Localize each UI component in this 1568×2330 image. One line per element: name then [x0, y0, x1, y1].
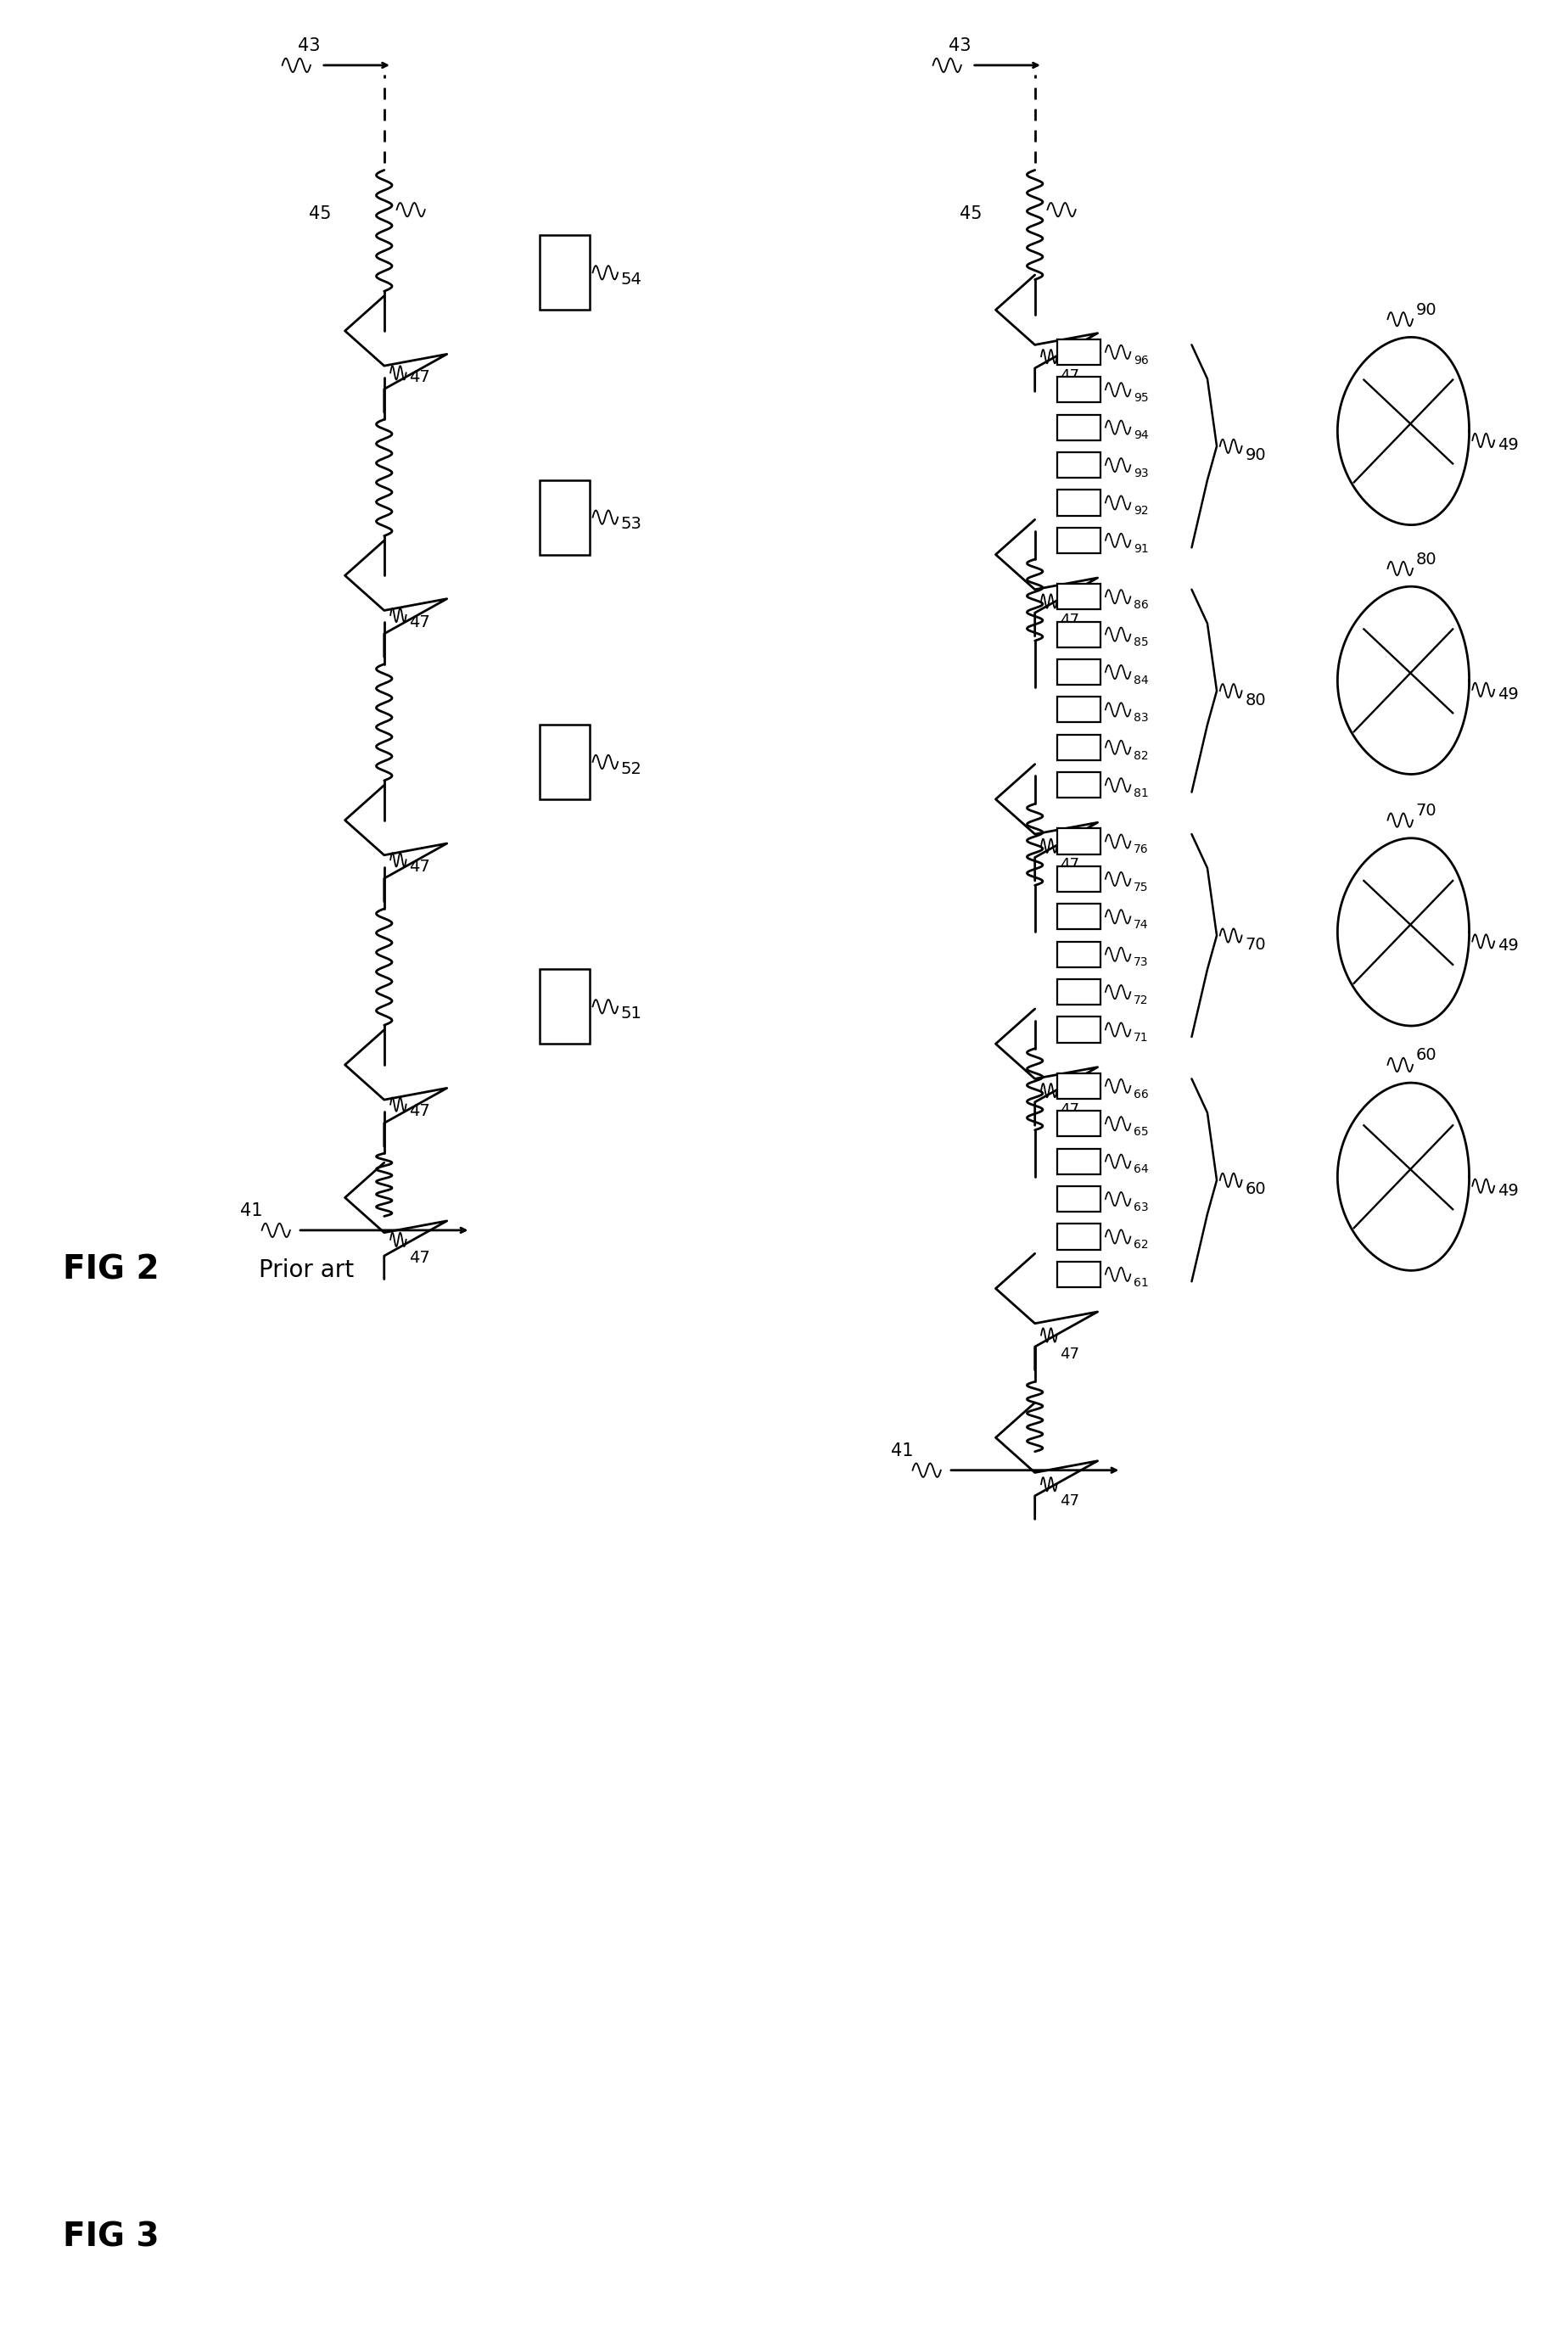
Bar — [1057, 527, 1101, 552]
Text: 47: 47 — [409, 1104, 430, 1118]
Text: 75: 75 — [1134, 881, 1148, 892]
Text: 47: 47 — [1060, 368, 1079, 382]
Text: 81: 81 — [1134, 788, 1149, 799]
Text: 53: 53 — [621, 517, 641, 531]
Text: 93: 93 — [1134, 468, 1149, 480]
Bar — [1057, 415, 1101, 440]
Text: 47: 47 — [1060, 857, 1079, 871]
Text: 51: 51 — [621, 1007, 641, 1021]
Bar — [1057, 771, 1101, 797]
Bar — [539, 480, 590, 555]
Bar — [1057, 1016, 1101, 1042]
Text: 47: 47 — [409, 860, 430, 874]
Text: 43: 43 — [298, 37, 320, 54]
Text: 74: 74 — [1134, 918, 1148, 932]
Text: 80: 80 — [1245, 692, 1265, 708]
Text: FIG 2: FIG 2 — [63, 1254, 158, 1286]
Text: 66: 66 — [1134, 1088, 1149, 1100]
Text: 70: 70 — [1245, 937, 1265, 953]
Bar — [1057, 377, 1101, 403]
Text: 63: 63 — [1134, 1202, 1149, 1214]
Text: 45: 45 — [309, 205, 331, 221]
Text: FIG 3: FIG 3 — [63, 2220, 158, 2253]
Bar — [1057, 585, 1101, 610]
Bar — [1057, 1186, 1101, 1212]
Bar — [539, 725, 590, 799]
Text: 49: 49 — [1497, 687, 1518, 701]
Bar — [1057, 697, 1101, 722]
Bar — [1057, 1111, 1101, 1137]
Bar — [1057, 340, 1101, 366]
Text: 71: 71 — [1134, 1032, 1149, 1044]
Text: 47: 47 — [1060, 613, 1079, 627]
Text: 72: 72 — [1134, 995, 1148, 1007]
Text: 91: 91 — [1134, 543, 1149, 555]
Text: 41: 41 — [240, 1202, 262, 1219]
Text: 90: 90 — [1245, 447, 1265, 464]
Text: 80: 80 — [1416, 552, 1436, 566]
Text: 96: 96 — [1134, 354, 1149, 366]
Text: 84: 84 — [1134, 673, 1149, 687]
Text: 47: 47 — [409, 615, 430, 629]
Text: 62: 62 — [1134, 1240, 1149, 1251]
Bar — [1057, 489, 1101, 515]
Text: 49: 49 — [1497, 438, 1518, 452]
Text: 85: 85 — [1134, 636, 1149, 648]
Text: 65: 65 — [1134, 1125, 1149, 1137]
Bar — [1057, 941, 1101, 967]
Text: 47: 47 — [1060, 1102, 1079, 1116]
Bar — [1057, 904, 1101, 930]
Text: 47: 47 — [1060, 1494, 1079, 1508]
Text: 82: 82 — [1134, 750, 1149, 762]
Bar — [1057, 979, 1101, 1004]
Text: 47: 47 — [409, 370, 430, 384]
Text: Prior art: Prior art — [259, 1258, 354, 1282]
Text: 61: 61 — [1134, 1277, 1149, 1288]
Text: 90: 90 — [1416, 303, 1436, 317]
Text: 60: 60 — [1416, 1048, 1436, 1062]
Bar — [1057, 1074, 1101, 1100]
Text: 94: 94 — [1134, 429, 1149, 443]
Text: 95: 95 — [1134, 391, 1149, 403]
Bar — [539, 235, 590, 310]
Text: 47: 47 — [409, 1251, 430, 1265]
Bar — [1057, 1261, 1101, 1286]
Text: 49: 49 — [1497, 1184, 1518, 1198]
Text: 92: 92 — [1134, 506, 1149, 517]
Bar — [1057, 1149, 1101, 1174]
Text: 52: 52 — [621, 762, 641, 776]
Bar — [1057, 1223, 1101, 1249]
Bar — [1057, 829, 1101, 855]
Text: 43: 43 — [949, 37, 971, 54]
Bar — [1057, 622, 1101, 648]
Text: 41: 41 — [891, 1442, 913, 1459]
Text: 45: 45 — [960, 205, 982, 221]
Text: 76: 76 — [1134, 843, 1149, 855]
Text: 83: 83 — [1134, 713, 1149, 725]
Text: 64: 64 — [1134, 1163, 1149, 1177]
Text: 49: 49 — [1497, 939, 1518, 953]
Bar — [1057, 659, 1101, 685]
Text: 73: 73 — [1134, 958, 1148, 969]
Text: 86: 86 — [1134, 599, 1149, 610]
Text: 47: 47 — [1060, 1347, 1079, 1361]
Bar — [1057, 734, 1101, 760]
Bar — [1057, 867, 1101, 892]
Bar — [1057, 452, 1101, 478]
Text: 54: 54 — [621, 273, 641, 287]
Text: 60: 60 — [1245, 1181, 1265, 1198]
Text: 70: 70 — [1416, 804, 1436, 818]
Bar — [539, 969, 590, 1044]
